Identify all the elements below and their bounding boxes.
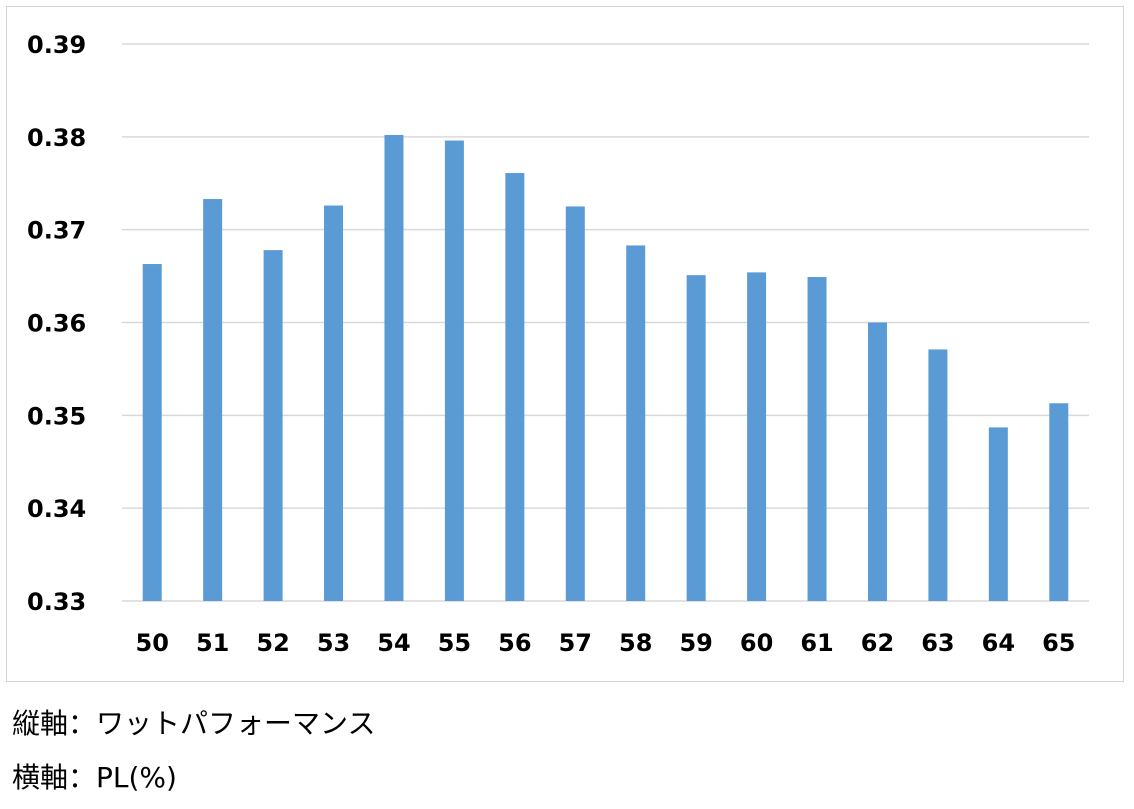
bar [444, 140, 464, 601]
chart-frame: 0.33 0.34 0.35 0.36 0.37 0.38 0.39 50 51 52 53 54 5… [6, 6, 1124, 682]
bar [807, 277, 827, 601]
bar [1049, 403, 1069, 601]
x-tick-label: 63 [921, 629, 954, 657]
x-tick-label: 60 [740, 629, 773, 657]
x-axis-tick-labels: 50 51 52 53 54 55 56 57 58 59 60 61 62 63 64 65 [136, 629, 1076, 657]
x-tick-label: 62 [861, 629, 894, 657]
bar [505, 173, 525, 601]
x-axis-caption: 横軸：PL(%) [12, 761, 177, 794]
bar [384, 134, 404, 601]
bar [324, 205, 344, 601]
x-tick-label: 61 [800, 629, 833, 657]
x-tick-label: 50 [136, 629, 169, 657]
x-tick-label: 57 [559, 629, 592, 657]
y-tick-label: 0.33 [27, 588, 86, 616]
bar [565, 206, 585, 602]
y-tick-label: 0.37 [27, 217, 86, 245]
bar [203, 199, 223, 601]
y-tick-label: 0.35 [27, 402, 86, 430]
y-tick-label: 0.38 [27, 124, 86, 152]
bar [686, 275, 706, 601]
x-tick-label: 55 [438, 629, 471, 657]
x-tick-label: 52 [256, 629, 289, 657]
gridlines [122, 43, 1089, 602]
bar [747, 272, 767, 601]
x-tick-label: 54 [377, 629, 410, 657]
y-tick-label: 0.39 [27, 31, 86, 59]
x-tick-label: 51 [196, 629, 229, 657]
bar [988, 427, 1008, 601]
x-tick-label: 64 [982, 629, 1015, 657]
y-axis-caption: 縦軸：ワットパフォーマンス [12, 707, 376, 740]
y-tick-label: 0.36 [27, 310, 86, 338]
bar-chart: 0.330.340.350.360.370.380.39 50 51 52 53 54 5… [27, 31, 1089, 657]
x-tick-label: 59 [679, 629, 712, 657]
y-axis-tick-labels: 0.33 0.34 0.35 0.36 0.37 0.38 0.39 [27, 31, 86, 616]
bar [142, 264, 162, 601]
y-tick-label: 0.34 [27, 495, 86, 523]
bar [928, 349, 948, 601]
bar [263, 250, 283, 601]
bars [142, 134, 1069, 602]
x-tick-label: 56 [498, 629, 531, 657]
bar [867, 322, 887, 601]
bar [626, 245, 646, 601]
x-tick-label: 53 [317, 629, 350, 657]
x-tick-label: 65 [1042, 629, 1075, 657]
x-tick-label: 58 [619, 629, 652, 657]
